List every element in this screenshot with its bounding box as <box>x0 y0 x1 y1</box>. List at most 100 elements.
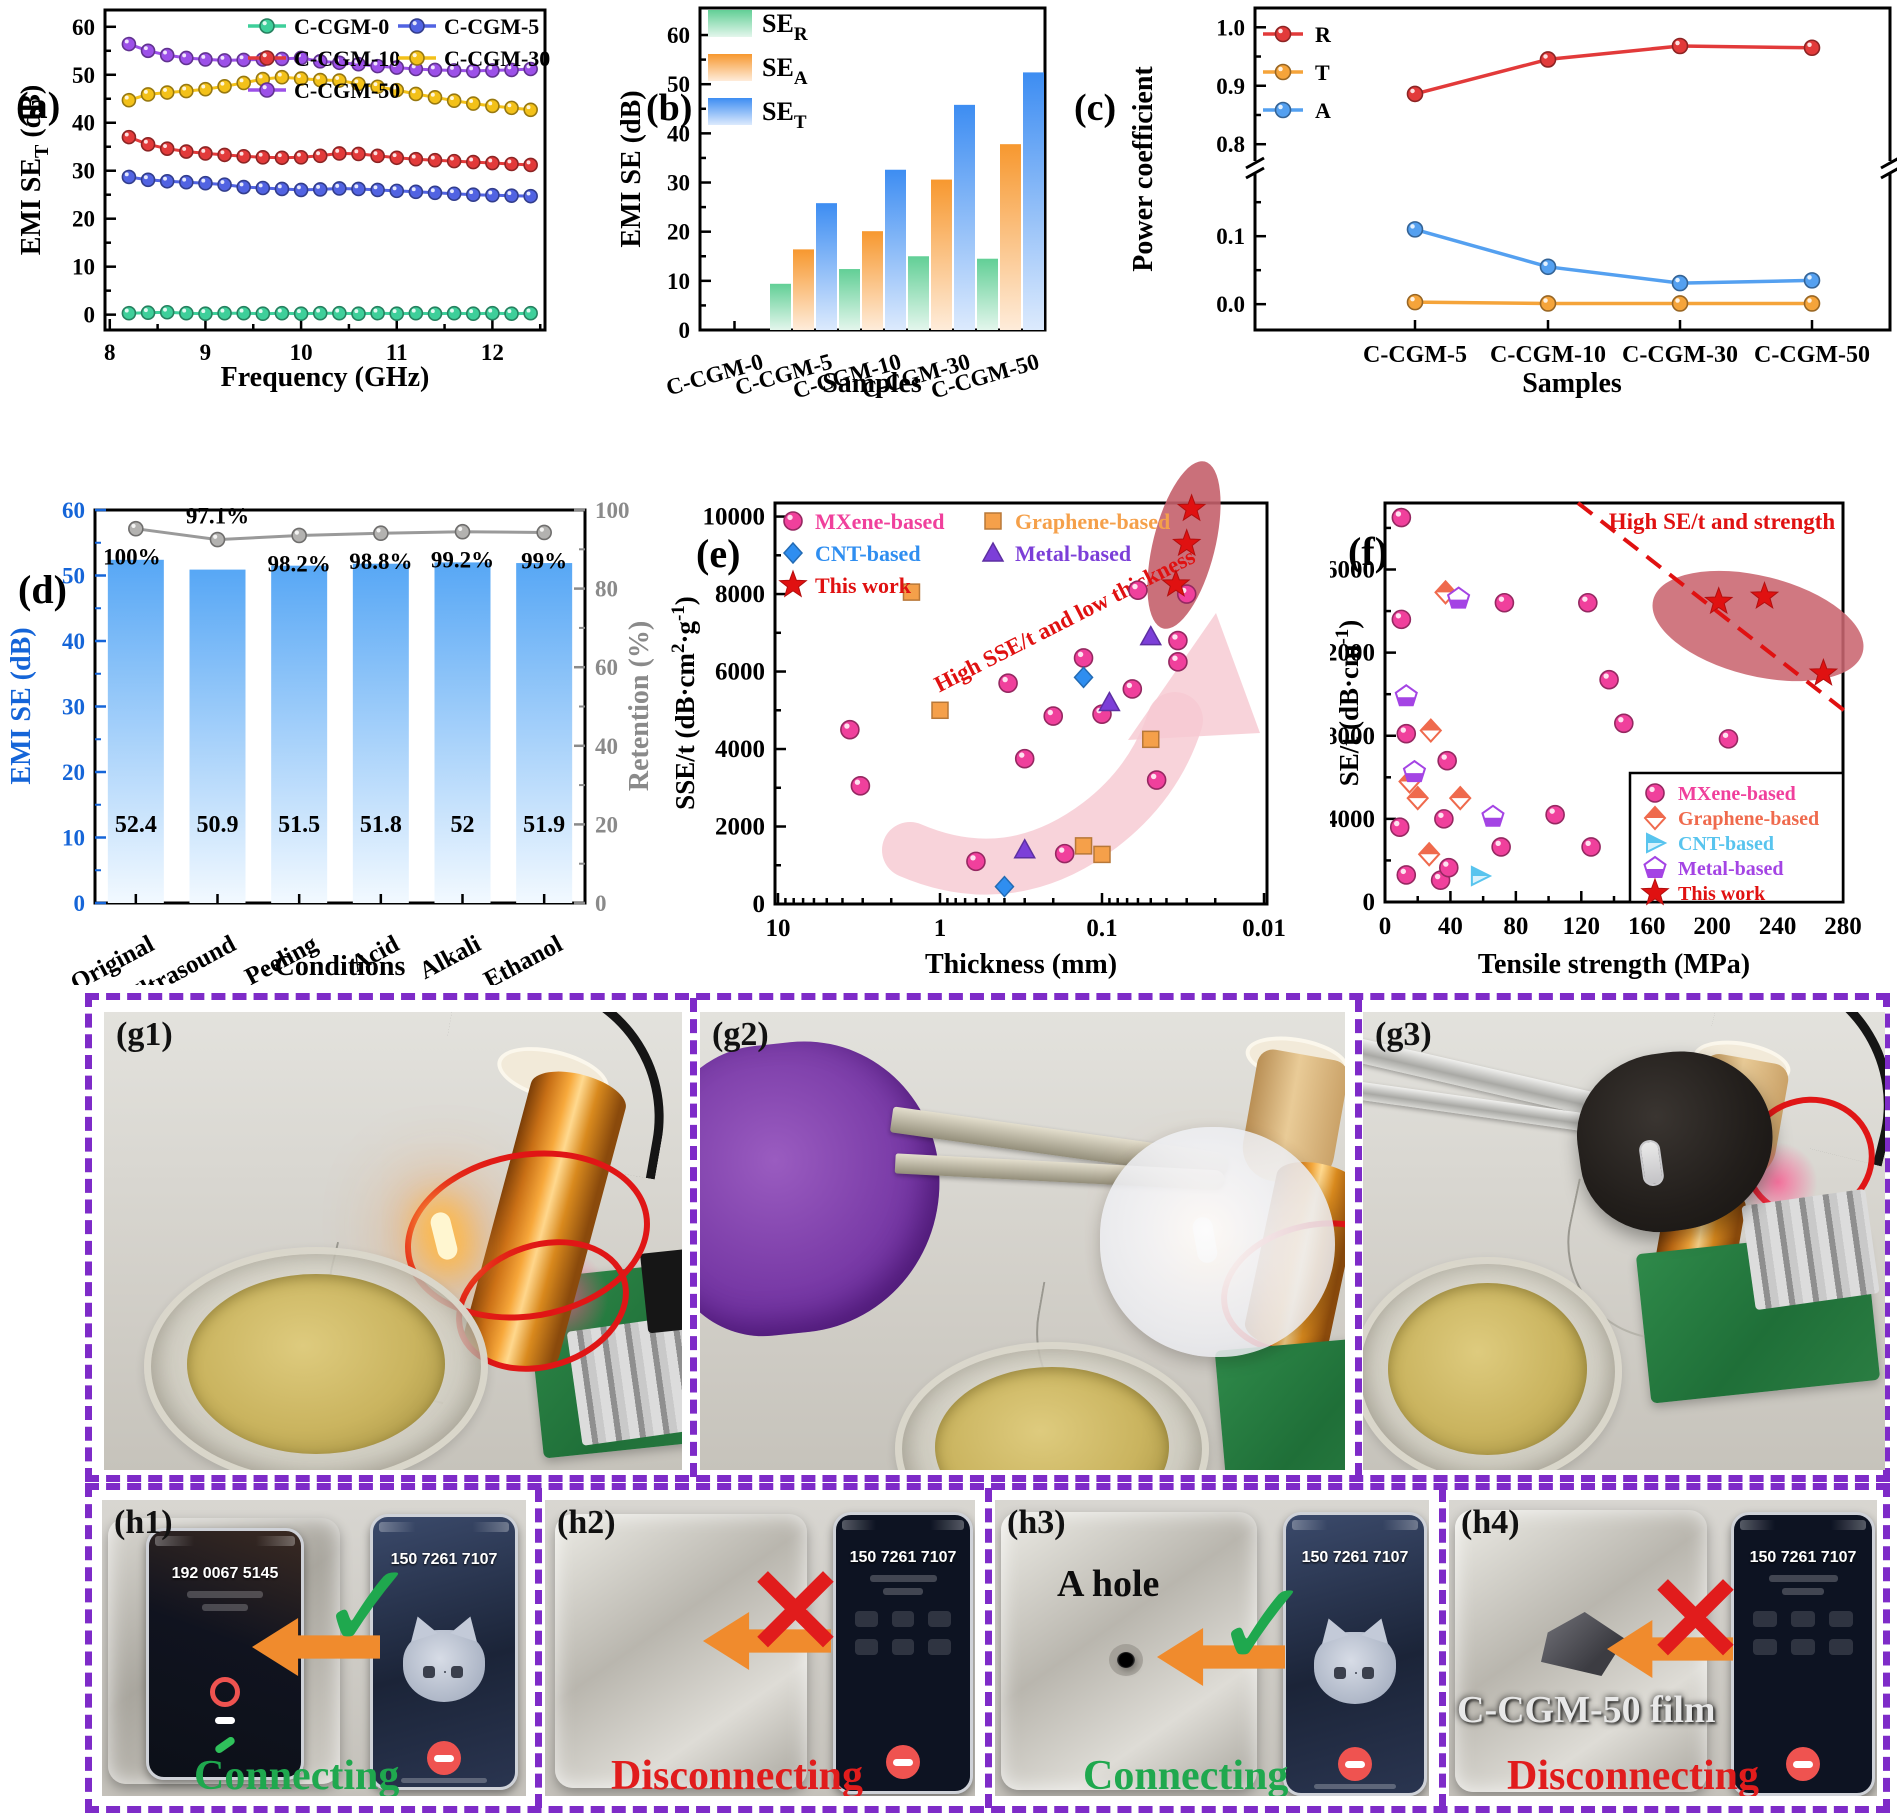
svg-text:0.0: 0.0 <box>1216 292 1245 317</box>
panel-f: 0 40 80 120 160 200 240 280 0 4000 8000 12000 16000 H… <box>1330 415 1897 985</box>
divider <box>985 1488 992 1808</box>
retention-line: 100% 97.1% 98.2% 98.8% 99.2% 99% <box>103 504 567 577</box>
svg-text:100%: 100% <box>103 545 161 570</box>
panel-c: 0.8 0.9 1.0 0.0 0.1 C-CGM-5 C-CGM-10 C-CGM-30 C-… <box>1060 0 1897 405</box>
status-bar <box>1292 1520 1418 1530</box>
panel-a: 8 9 10 11 12 0 10 20 30 40 50 60 C-CGM-0 C-CGM-5 C-CGM… <box>0 0 600 405</box>
series-A <box>1406 221 1821 292</box>
svg-text:Metal-based: Metal-based <box>1015 541 1131 566</box>
svg-text:Retention (%): Retention (%) <box>624 621 655 791</box>
svg-text:52: 52 <box>451 812 475 838</box>
svg-text:0: 0 <box>595 891 607 916</box>
svg-text:Samples: Samples <box>1522 368 1622 399</box>
svg-text:0.1: 0.1 <box>1216 224 1245 249</box>
emi-se-samples-bar-chart: 0102030405060C-CGM-0C-CGM-5C-CGM-10C-CGM… <box>616 6 1047 403</box>
svg-text:99%: 99% <box>521 548 567 573</box>
series-Graphene-based <box>902 583 1160 864</box>
svg-text:Frequency (GHz): Frequency (GHz) <box>221 362 430 393</box>
series-C-CGM-30 <box>121 69 538 118</box>
cross-icon: × <box>1641 1537 1750 1689</box>
svg-text:C-CGM-50: C-CGM-50 <box>294 78 400 103</box>
svg-text:4000: 4000 <box>1330 806 1375 833</box>
svg-text:This work: This work <box>1678 883 1766 905</box>
svg-text:(a): (a) <box>16 85 60 127</box>
svg-text:30: 30 <box>667 171 690 196</box>
svg-text:MXene-based: MXene-based <box>815 509 945 534</box>
svg-text:1: 1 <box>934 915 947 942</box>
photo-label: (g1) <box>116 1016 173 1053</box>
svg-text:40: 40 <box>595 734 618 759</box>
svg-text:10000: 10000 <box>703 504 766 531</box>
svg-text:SEA: SEA <box>762 53 808 89</box>
divider <box>1355 998 1362 1477</box>
svg-text:1.0: 1.0 <box>1216 15 1245 40</box>
caller-number: 192 0067 5145 <box>171 1565 279 1582</box>
g-photo-row: (g1) (g2) <box>85 993 1890 1482</box>
svg-text:60: 60 <box>667 23 690 48</box>
svg-text:0: 0 <box>74 891 86 916</box>
svg-text:0: 0 <box>679 318 691 343</box>
cat-eyes <box>444 1670 446 1673</box>
svg-text:0: 0 <box>84 303 96 328</box>
series-This work <box>1161 493 1207 597</box>
svg-text:97.1%: 97.1% <box>186 504 249 529</box>
heatsink <box>1741 1188 1880 1311</box>
svg-text:40: 40 <box>62 629 85 654</box>
series-C-CGM-50 <box>121 36 538 79</box>
series-T <box>1406 293 1821 312</box>
svg-text:(e): (e) <box>696 531 740 576</box>
svg-text:EMI SET (dB): EMI SET (dB) <box>16 85 53 256</box>
svg-text:Power coefficient: Power coefficient <box>1128 66 1159 272</box>
petri-dish <box>144 1247 488 1470</box>
svg-text:EMI SE (dB): EMI SE (dB) <box>616 90 647 247</box>
series-CNT-based <box>994 666 1094 898</box>
svg-text:10: 10 <box>766 915 791 942</box>
photo-label: (g2) <box>712 1016 769 1053</box>
callee-number: 150 7261 7107 <box>1749 1549 1857 1566</box>
svg-text:C-CGM-10: C-CGM-10 <box>1490 342 1606 368</box>
svg-text:160: 160 <box>1628 913 1666 940</box>
series-MXene-based <box>840 580 1197 872</box>
photo-label: (h1) <box>114 1504 173 1541</box>
svg-text:20: 20 <box>62 760 85 785</box>
svg-text:0: 0 <box>1379 913 1392 940</box>
nav-bar <box>401 1778 487 1783</box>
svg-text:9: 9 <box>200 340 212 365</box>
hole-annotation: A hole <box>1057 1563 1160 1605</box>
power-coefficient-chart: 0.8 0.9 1.0 0.0 0.1 C-CGM-5 C-CGM-10 C-CGM-30 C-… <box>1074 6 1897 399</box>
status-caption: Disconnecting <box>611 1753 863 1796</box>
svg-text:Tensile strength (MPa): Tensile strength (MPa) <box>1478 949 1750 980</box>
se-strength-scatter-chart: 0 40 80 120 160 200 240 280 0 4000 8000 12000 16000 H… <box>1330 501 1864 980</box>
svg-text:16000: 16000 <box>1330 557 1375 584</box>
transformer <box>640 1246 682 1334</box>
photo-h1-call-connecting: 192 0067 5145 150 7261 7107 ✓ Connecting… <box>102 1500 526 1796</box>
svg-text:20: 20 <box>72 207 95 232</box>
svg-text:SER: SER <box>762 9 808 45</box>
svg-text:CNT-based: CNT-based <box>1678 833 1774 855</box>
svg-text:(c): (c) <box>1074 87 1116 129</box>
svg-text:12: 12 <box>481 340 504 365</box>
petri-dish <box>1363 1257 1622 1470</box>
series-MXene-based <box>1389 507 1739 890</box>
svg-text:80: 80 <box>595 577 618 602</box>
svg-text:51.8: 51.8 <box>360 812 402 838</box>
call-subtext <box>202 1604 248 1611</box>
svg-text:20: 20 <box>595 812 618 837</box>
svg-text:(d): (d) <box>18 567 67 612</box>
series-This work <box>1704 581 1839 686</box>
hangup-button <box>1786 1747 1820 1781</box>
svg-text:C-CGM-5: C-CGM-5 <box>444 14 539 39</box>
photo-h2-call-blocked: 150 7261 7107 × Disconnecting (h2) <box>545 1500 975 1796</box>
svg-text:0.9: 0.9 <box>1216 74 1245 99</box>
svg-text:C-CGM-30: C-CGM-30 <box>444 46 550 71</box>
series-Metal-based <box>1013 625 1163 859</box>
emi-set-frequency-line-chart: 8 9 10 11 12 0 10 20 30 40 50 60 C-CGM-0 C-CGM-5 C-CGM… <box>16 8 550 393</box>
svg-text:10: 10 <box>290 340 313 365</box>
decline-icon <box>210 1677 240 1707</box>
call-options-grid <box>854 1611 952 1655</box>
callee-number: 150 7261 7107 <box>1301 1549 1409 1566</box>
svg-text:Alkali: Alkali <box>415 930 485 985</box>
svg-text:8000: 8000 <box>715 581 765 608</box>
call-subtext <box>1768 1575 1838 1582</box>
